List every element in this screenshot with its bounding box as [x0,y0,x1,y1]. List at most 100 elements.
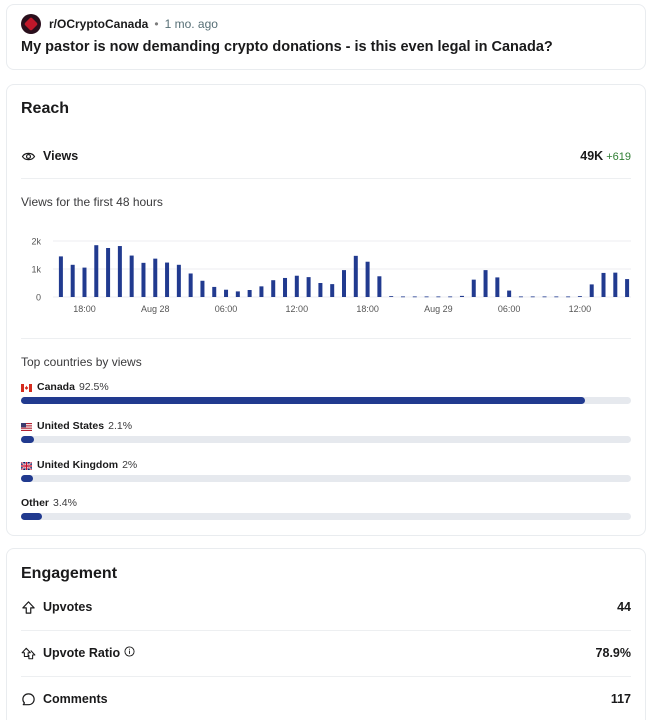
chart-bar[interactable] [70,264,75,297]
chart-bar[interactable] [141,262,146,297]
chart-bar[interactable] [483,270,488,297]
country-bar-track [21,513,631,520]
country-percent: 2.1% [108,420,133,432]
country-bar-fill [21,513,42,520]
country-bar-track [21,475,631,482]
chart-bar[interactable] [554,296,559,298]
chart-bar[interactable] [283,277,288,297]
chart-bar[interactable] [212,286,217,297]
chart-bar[interactable] [436,296,441,298]
info-icon[interactable] [124,646,142,660]
country-bar-track [21,397,631,404]
chart-bar[interactable] [294,275,299,297]
country-name: United Kingdom [37,459,119,471]
chart-bar[interactable] [58,256,63,297]
country-name: United States [37,420,105,432]
post-card: r/OCryptoCanada • 1 mo. ago My pastor is… [6,4,646,70]
chart-bar[interactable] [448,296,453,298]
chart-bar[interactable] [129,255,134,297]
chart-bar[interactable] [200,280,205,297]
subreddit-name[interactable]: r/OCryptoCanada [49,17,149,31]
chart-bar[interactable] [412,296,417,298]
country-bar-fill [21,436,34,443]
chart-bar[interactable] [601,272,606,297]
chart-bar[interactable] [330,284,335,297]
chart-bar[interactable] [153,258,158,297]
chart-bar[interactable] [353,255,358,297]
country-percent: 3.4% [53,497,77,509]
views-label: Views [43,149,79,163]
y-tick-label: 1k [31,265,41,275]
comments-value: 117 [610,692,631,706]
chart-bar[interactable] [82,267,87,297]
chart-bar[interactable] [176,264,181,297]
post-meta: r/OCryptoCanada • 1 mo. ago [21,13,218,35]
chart-bar[interactable] [117,246,122,297]
chart-bar[interactable] [224,289,229,297]
chart-bar[interactable] [389,296,394,297]
upvote-ratio-row: Upvote Ratio 78.9% [21,641,631,665]
x-tick-label: 18:00 [73,304,96,314]
country-percent: 2% [122,459,138,471]
engagement-card: Engagement Upvotes 44 Upvote Ratio 78.9% [6,548,646,720]
upvote-ratio-label: Upvote Ratio [43,646,121,660]
chart-bar[interactable] [577,296,582,297]
eye-icon [21,150,36,162]
chart-bar[interactable] [625,279,630,297]
divider [21,178,631,179]
country-united-kingdom: United Kingdom 2% [20,459,631,482]
subreddit-avatar[interactable] [21,14,41,34]
country-bar-fill [21,475,34,482]
views-value: 49K [580,149,604,163]
chart-bar[interactable] [106,248,111,297]
chart-bar[interactable] [342,270,346,297]
comments-row: Comments 117 [21,687,631,711]
views-chart: 0 1k 2k 18:00 Aug 28 06:00 12:00 18:00 Aug 29 06:… [31,237,631,314]
country-percent: 92.5% [78,381,109,393]
views-delta: +619 [606,151,631,163]
chart-bar[interactable] [94,245,99,297]
upvotes-row: Upvotes 44 [21,595,631,619]
chart-bar[interactable] [188,273,193,297]
post-title[interactable]: My pastor is now demanding crypto donati… [21,39,553,55]
x-tick-label: 12:00 [569,304,592,314]
chart-bar[interactable] [542,296,547,298]
chart-bar[interactable] [377,276,382,297]
chart-bar[interactable] [235,291,240,297]
uk-flag-icon [20,461,33,471]
x-tick-label: 06:00 [498,304,521,314]
country-bar-track [21,436,631,443]
chart-bar[interactable] [530,296,535,298]
chart-bar[interactable] [459,295,464,297]
chart-bar[interactable] [259,286,264,297]
country-name: Canada [37,381,75,393]
divider [21,338,631,339]
y-tick-label: 2k [31,237,41,247]
country-other: Other 3.4% [21,497,631,520]
divider [21,676,631,677]
divider [21,630,631,631]
chart-bar[interactable] [518,296,523,298]
meta-separator: • [154,17,159,31]
comment-icon [22,692,35,705]
country-bar-fill [21,397,586,404]
chart-bar[interactable] [589,284,594,297]
us-flag-icon [21,422,32,431]
chart-bar[interactable] [365,261,370,297]
chart-bar[interactable] [424,296,429,298]
x-tick-label: 06:00 [215,304,238,314]
chart-bar[interactable] [507,290,512,297]
chart-bar[interactable] [271,280,276,297]
reach-title: Reach [21,100,70,117]
chart-bar[interactable] [471,279,476,297]
chart-bar[interactable] [400,296,405,298]
x-tick-label: 12:00 [286,304,309,314]
chart-bar[interactable] [613,272,618,297]
upvotes-label: Upvotes [43,600,93,614]
chart-bar[interactable] [318,283,323,297]
chart-bar[interactable] [247,290,252,297]
chart-bar[interactable] [566,296,571,298]
chart-bar[interactable] [495,277,500,297]
chart-bar[interactable] [165,262,170,297]
chart-bar[interactable] [306,277,311,297]
